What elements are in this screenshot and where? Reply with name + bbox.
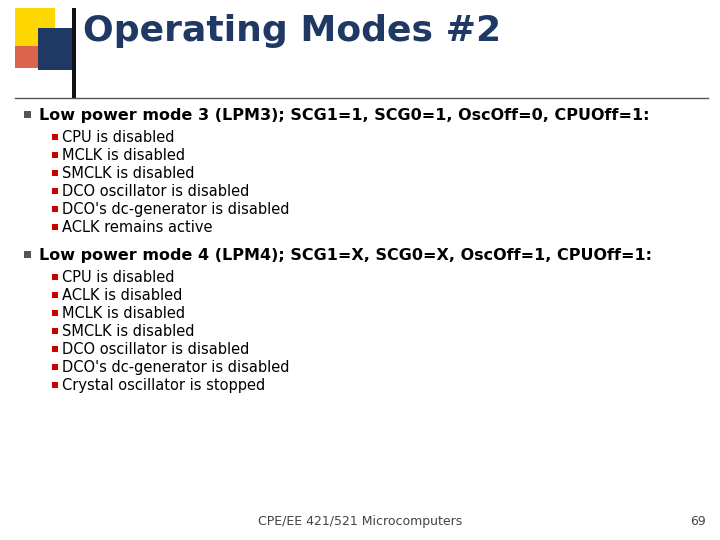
Bar [52,170,58,176]
Text: DCO oscillator is disabled: DCO oscillator is disabled [62,184,249,199]
Text: ACLK remains active: ACLK remains active [62,220,212,235]
Text: Low power mode 3 (LPM3); SCG1=1, SCG0=1, OscOff=0, CPUOff=1:: Low power mode 3 (LPM3); SCG1=1, SCG0=1,… [39,108,649,123]
Bar [52,292,58,298]
Text: DCO's dc-generator is disabled: DCO's dc-generator is disabled [62,202,289,217]
Text: Crystal oscillator is stopped: Crystal oscillator is stopped [62,378,265,393]
Bar [52,206,58,212]
Bar [15,32,47,68]
Bar [38,28,72,70]
Text: Low power mode 4 (LPM4); SCG1=X, SCG0=X, OscOff=1, CPUOff=1:: Low power mode 4 (LPM4); SCG1=X, SCG0=X,… [39,248,652,263]
Bar [52,346,58,352]
Bar [24,251,31,258]
Text: CPU is disabled: CPU is disabled [62,270,174,285]
Bar [52,152,58,158]
Bar [52,134,58,140]
Text: CPU is disabled: CPU is disabled [62,130,174,145]
Text: 69: 69 [690,515,706,528]
Text: SMCLK is disabled: SMCLK is disabled [62,166,194,181]
Text: Operating Modes #2: Operating Modes #2 [83,14,501,48]
Bar [52,382,58,388]
Bar [52,310,58,316]
Bar [15,8,55,46]
Bar [72,8,76,98]
Text: CPE/EE 421/521 Microcomputers: CPE/EE 421/521 Microcomputers [258,515,462,528]
Bar [52,328,58,334]
Bar [52,274,58,280]
Bar [52,364,58,370]
Text: DCO's dc-generator is disabled: DCO's dc-generator is disabled [62,360,289,375]
Bar [52,188,58,194]
Bar [52,224,58,230]
Text: MCLK is disabled: MCLK is disabled [62,306,185,321]
Bar [24,111,31,118]
Text: ACLK is disabled: ACLK is disabled [62,288,182,303]
Text: MCLK is disabled: MCLK is disabled [62,148,185,163]
Text: DCO oscillator is disabled: DCO oscillator is disabled [62,342,249,357]
Text: SMCLK is disabled: SMCLK is disabled [62,324,194,339]
